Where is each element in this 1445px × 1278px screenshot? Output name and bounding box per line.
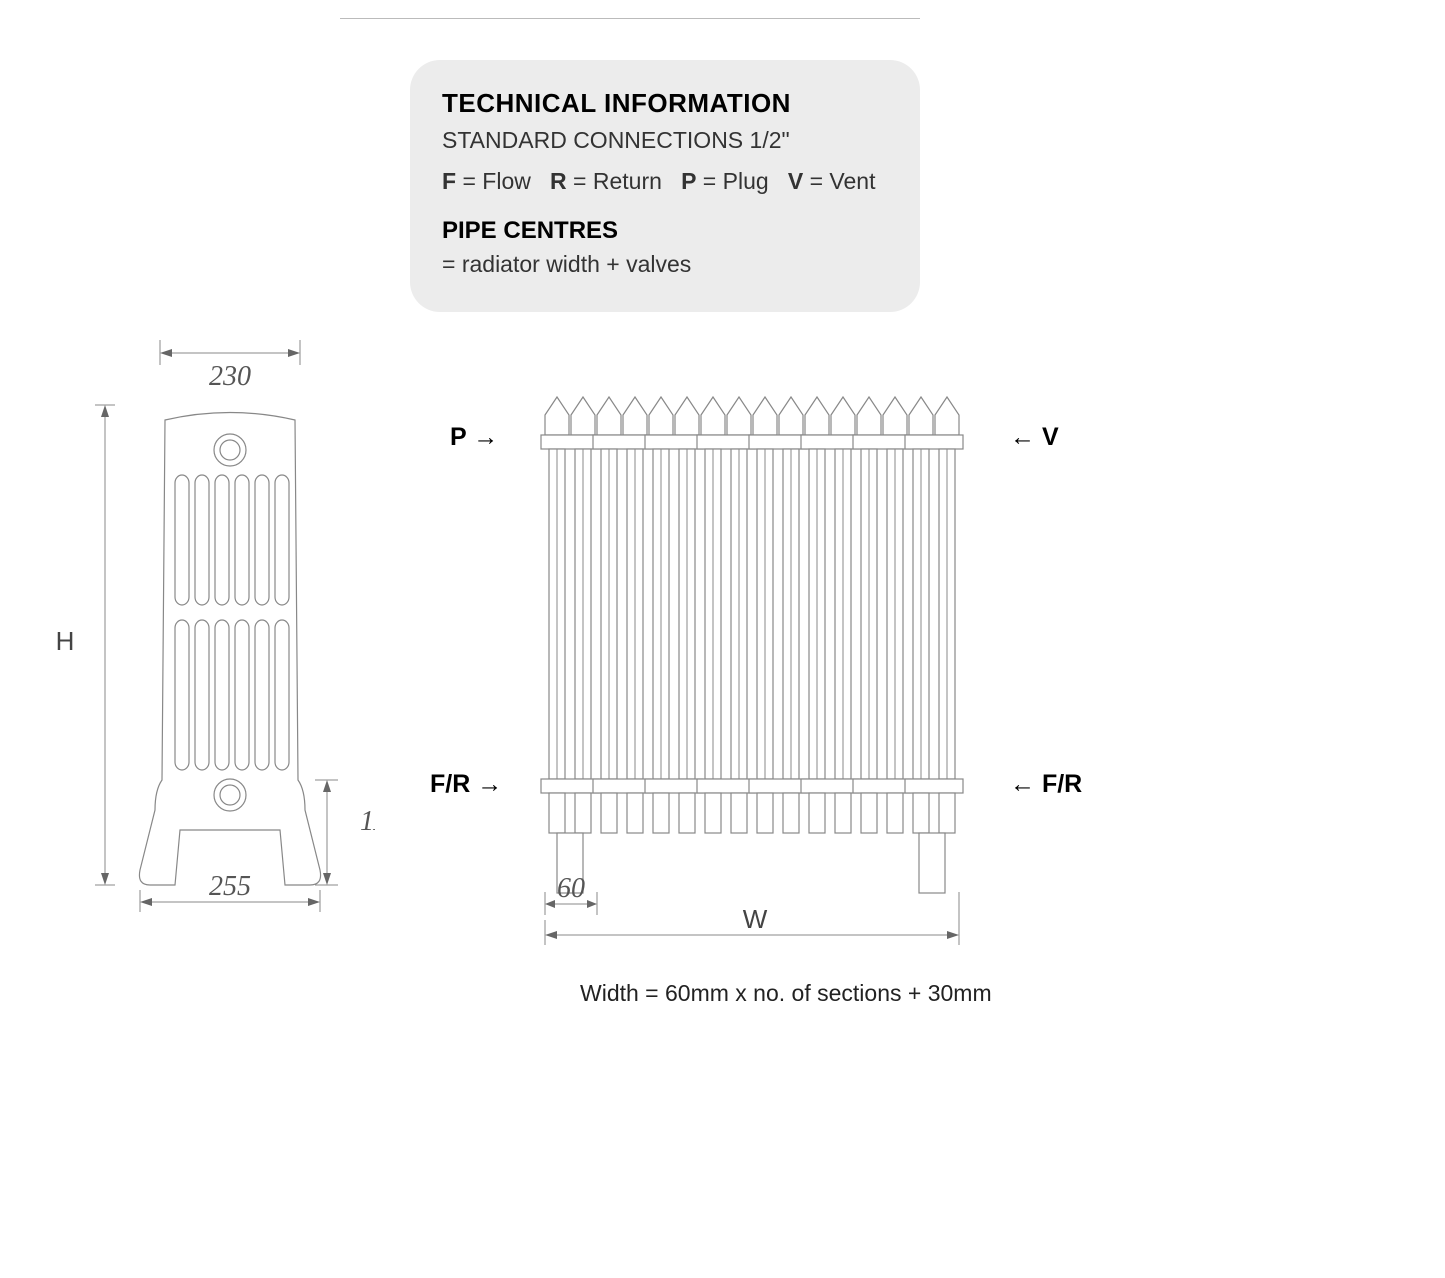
dim-bottom: 255 (209, 871, 251, 902)
info-title: TECHNICAL INFORMATION (442, 88, 888, 119)
legend-V-val: Vent (829, 168, 875, 194)
legend-P-key: P (681, 168, 696, 194)
legend-V-key: V (788, 168, 803, 194)
info-legend: F = Flow R = Return P = Plug V = Vent (442, 168, 888, 195)
dim-top: 230 (209, 361, 251, 392)
pipe-centres-formula: = radiator width + valves (442, 251, 888, 278)
legend-F-val: Flow (482, 168, 531, 194)
conn-label-top-left: P (450, 423, 498, 452)
conn-label-bottom-left: F/R (430, 770, 502, 799)
front-view-diagram: 60 W (425, 380, 1085, 960)
pipe-centres-title: PIPE CENTRES (442, 217, 888, 245)
top-horizontal-rule (340, 18, 920, 19)
conn-label-top-right: V (1010, 423, 1059, 452)
technical-info-panel: TECHNICAL INFORMATION STANDARD CONNECTIO… (410, 60, 920, 312)
dim-section: 60 (557, 873, 585, 904)
width-formula: Width = 60mm x no. of sections + 30mm (580, 980, 992, 1007)
conn-label-bottom-right: F/R (1010, 770, 1082, 799)
legend-P-val: Plug (723, 168, 769, 194)
info-connections-line: STANDARD CONNECTIONS 1/2" (442, 127, 888, 154)
side-view-diagram: 230 H 115 (30, 310, 375, 930)
dim-foot: 115 (360, 806, 375, 837)
legend-F-key: F (442, 168, 456, 194)
legend-R-val: Return (593, 168, 662, 194)
width-label: W (743, 904, 768, 934)
height-label: H (56, 626, 75, 656)
legend-R-key: R (550, 168, 567, 194)
